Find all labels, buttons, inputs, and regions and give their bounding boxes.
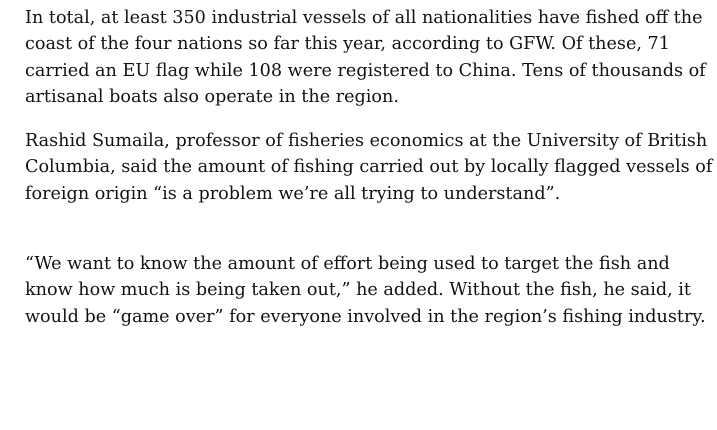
paragraph-game-over-quote: “We want to know the amount of effort be… [25,251,715,330]
text-line: Columbia, said the amount of fishing car… [25,157,713,178]
text-line: coast of the four nations so far this ye… [25,34,670,55]
text-line: know how much is being taken out,” he ad… [25,280,691,301]
text-line: would be “game over” for everyone involv… [25,306,706,327]
paragraph-sumaila-quote: Rashid Sumaila, professor of fisheries e… [25,128,715,207]
text-line: “We want to know the amount of effort be… [25,254,670,274]
text-line: artisanal boats also operate in the regi… [25,87,399,108]
text-line: In total, at least 350 industrial vessel… [25,8,703,28]
text-line: carried an EU flag while 108 were regist… [25,60,706,81]
paragraph-vessel-statistics: In total, at least 350 industrial vessel… [25,5,715,111]
text-line: foreign origin “is a problem we’re all t… [25,183,561,204]
text-line: Rashid Sumaila, professor of fisheries e… [25,131,708,151]
